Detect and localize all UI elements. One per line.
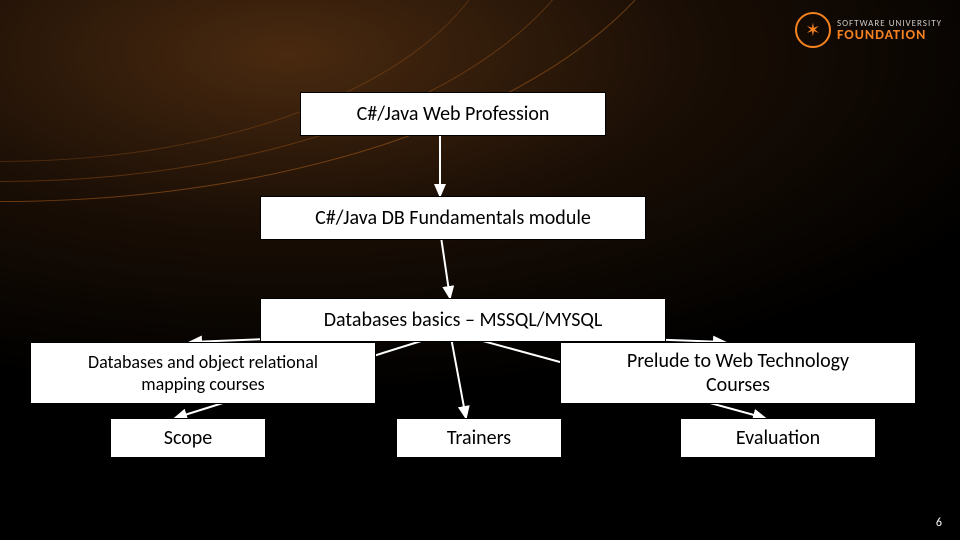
node-root: C#/Java Web Profession	[300, 92, 606, 136]
node-scope: Scope	[110, 418, 266, 458]
logo: ✶ SOFTWARE UNIVERSITY FOUNDATION	[795, 12, 942, 48]
node-eval: Evaluation	[680, 418, 876, 458]
node-prelude: Prelude to Web Technology Courses	[560, 342, 916, 404]
logo-line2: FOUNDATION	[837, 28, 942, 42]
page-number: 6	[936, 516, 942, 530]
node-basics: Databases basics – MSSQL/MYSQL	[260, 298, 666, 342]
lightbulb-icon: ✶	[795, 12, 831, 48]
decorative-curve	[0, 0, 502, 162]
node-orm: Databases and object relational mapping …	[30, 342, 376, 404]
node-trainers: Trainers	[396, 418, 562, 458]
arrows-layer	[0, 0, 960, 540]
node-module: C#/Java DB Fundamentals module	[260, 196, 646, 240]
decorative-curve	[0, 0, 602, 182]
